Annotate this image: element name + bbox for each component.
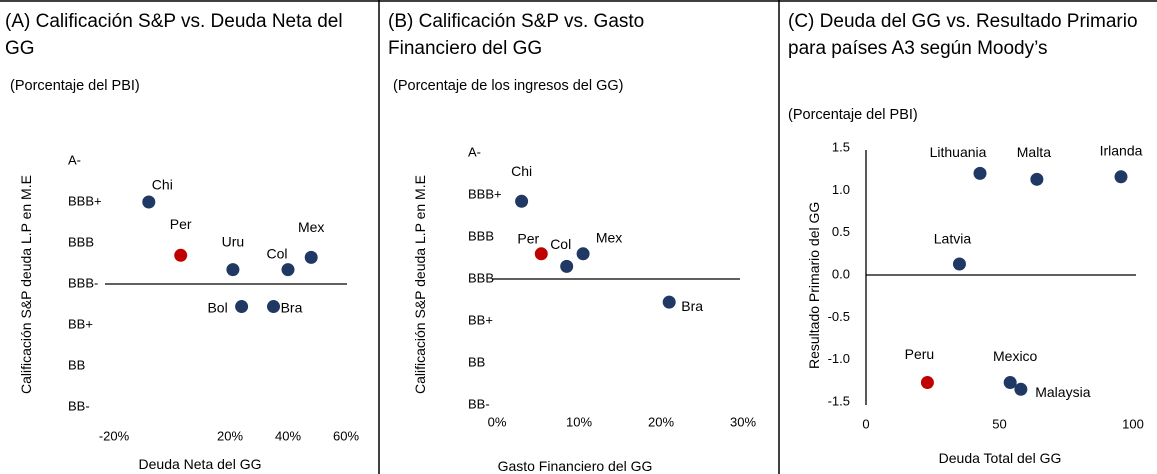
x-tick-label: 60% (333, 428, 359, 443)
point-label: Col (266, 245, 287, 261)
point-label: Malta (1017, 144, 1051, 160)
y-tick-label: BBB- (468, 270, 498, 285)
point-label: Bol (207, 299, 227, 315)
x-axis-label: Deuda Total del GG (938, 450, 1062, 466)
y-tick-label: BBB+ (68, 193, 102, 208)
x-tick-label: 0 (862, 416, 869, 431)
point (281, 263, 295, 277)
y-tick-label: BBB (68, 234, 94, 249)
y-tick-label: 0.5 (832, 224, 850, 239)
point-label: Bra (681, 298, 703, 314)
chart-subtitle: (Porcentaje del PBI) (10, 78, 140, 94)
x-axis-label: Deuda Neta del GG (138, 456, 262, 472)
y-tick-label: -1.5 (828, 393, 850, 408)
y-tick-label: A- (468, 144, 481, 159)
point (235, 300, 249, 314)
chart-title: (B) Calificación S&P vs. Gasto Financier… (388, 11, 645, 59)
point (973, 166, 987, 180)
point-label: Malaysia (1035, 384, 1090, 400)
y-tick-label: -0.5 (828, 309, 850, 324)
x-tick-label: 100 (1122, 416, 1144, 431)
point-label: Uru (222, 233, 245, 249)
point-label: Per (170, 216, 192, 232)
point (226, 263, 240, 277)
y-axis-label: Resultado Primario del GG (806, 201, 822, 369)
y-tick-label: 1.0 (832, 182, 850, 197)
point-label: Per (517, 231, 539, 247)
point (1003, 376, 1017, 390)
y-tick-label: BBB+ (468, 186, 502, 201)
point-label: Mex (596, 230, 622, 246)
y-tick-label: BBB (468, 228, 494, 243)
x-tick-label: 10% (566, 414, 592, 429)
point (142, 195, 156, 209)
chart-title: (A) Calificación S&P vs. Deuda Neta del … (5, 11, 343, 59)
point-label: Latvia (934, 231, 972, 247)
y-tick-label: BB- (68, 398, 90, 413)
point-label: Chi (152, 177, 173, 193)
point-label: Col (550, 236, 571, 252)
y-axis-label: Calificación S&P deuda L.P en M.E (18, 175, 34, 395)
y-tick-label: BBB- (68, 275, 98, 290)
point (576, 247, 590, 261)
x-axis-label: Gasto Financiero del GG (497, 458, 653, 474)
chart-subtitle: (Porcentaje del PBI) (788, 107, 918, 123)
point (662, 295, 676, 309)
x-tick-label: 20% (648, 414, 674, 429)
point (920, 376, 934, 390)
y-tick-label: A- (68, 152, 81, 167)
x-tick-label: 0% (488, 414, 507, 429)
point-label: Peru (905, 346, 935, 362)
y-tick-label: BB+ (468, 312, 493, 327)
point-label: Lithuania (930, 144, 987, 160)
point-label: Irlanda (1100, 142, 1143, 158)
y-tick-label: BB+ (68, 316, 93, 331)
point (560, 259, 574, 273)
y-tick-label: BB (68, 357, 85, 372)
point (304, 250, 318, 264)
point (1014, 382, 1028, 396)
point (174, 248, 188, 262)
point-label: Bra (281, 299, 303, 315)
point (515, 194, 529, 208)
x-tick-label: 30% (730, 414, 756, 429)
point (952, 257, 966, 271)
point (534, 247, 548, 261)
point-label: Mexico (993, 348, 1038, 364)
y-axis-label: Calificación S&P deuda L.P en M.E (412, 175, 428, 395)
point (1114, 170, 1128, 184)
point (1030, 172, 1044, 186)
x-tick-label: -20% (99, 428, 130, 443)
x-tick-label: 50 (992, 416, 1006, 431)
x-tick-label: 40% (275, 428, 301, 443)
chart-subtitle: (Porcentaje de los ingresos del GG) (393, 78, 624, 94)
chart-title: (C) Deuda del GG vs. Resultado Primario … (788, 11, 1138, 59)
y-tick-label: BB (468, 354, 485, 369)
point-label: Mex (298, 219, 324, 235)
point (267, 300, 280, 314)
y-tick-label: -1.0 (828, 351, 850, 366)
x-tick-label: 20% (217, 428, 243, 443)
y-tick-label: 1.5 (832, 139, 850, 154)
point-label: Chi (511, 163, 532, 179)
y-tick-label: 0.0 (832, 266, 850, 281)
y-tick-label: BB- (468, 396, 490, 411)
